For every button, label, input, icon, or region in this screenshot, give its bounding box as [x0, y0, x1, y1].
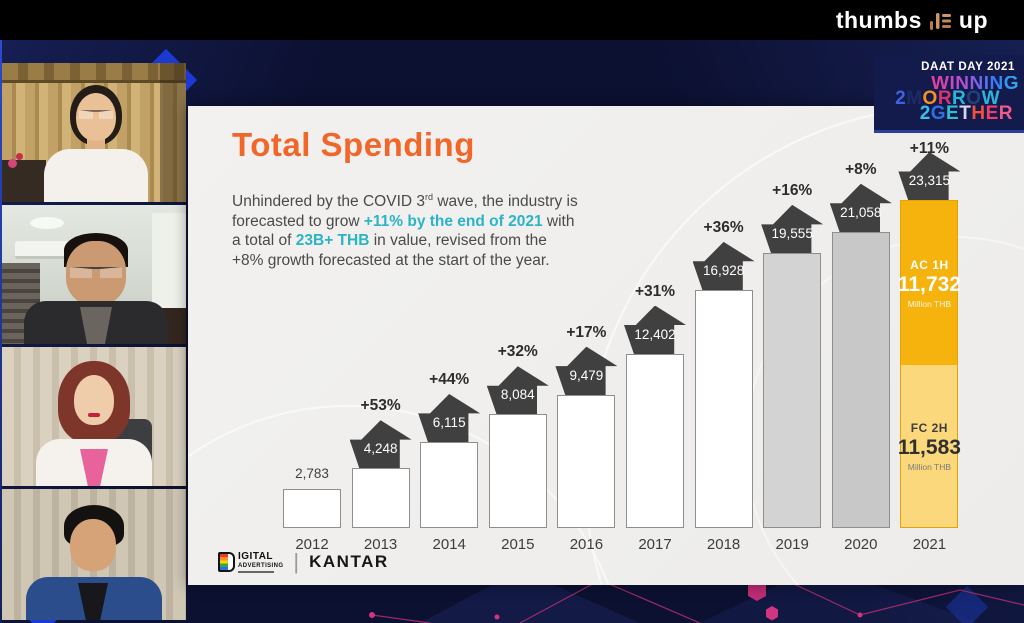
x-axis-year-label: 2016	[569, 536, 604, 553]
bar-value-label: 6,115	[432, 414, 466, 430]
highlight-total: 23B+ THB	[295, 232, 370, 250]
badge-2morrow: 2MORROW	[874, 88, 1024, 109]
bar-segment-fc-2h: FC 2H 11,583 Million THB	[898, 365, 961, 527]
badge-letter: W	[981, 88, 1000, 109]
growth-percent-label: +31%	[634, 282, 676, 300]
bar-value-label: 16,928	[702, 262, 745, 278]
daat-logo-text: IGITAL	[238, 550, 274, 562]
participant-face	[70, 519, 116, 571]
participant-lips	[88, 413, 100, 417]
badge-letter: G	[930, 103, 947, 124]
badge-2gether: 2GETHER	[874, 103, 1024, 124]
footer-logos: IGITAL ADVERTISING | KANTAR	[218, 549, 389, 575]
bar-segment-ac-1h: AC 1H 11,732 Million THB	[898, 201, 961, 366]
chart-bar-2021: AC 1H 11,732 Million THB FC 2H 11,583 Million…	[898, 200, 961, 528]
growth-percent-label: +11%	[909, 140, 949, 157]
growth-percent-label: +8%	[845, 160, 877, 178]
chart-bar-2014	[420, 441, 479, 528]
bar-value-label: 4,248	[363, 441, 398, 457]
bright-wall	[152, 213, 186, 308]
slide-description: Unhindered by the COVID 3rd wave, the in…	[232, 192, 578, 269]
badge-letter: R	[998, 103, 1013, 124]
curtain-valance	[2, 63, 186, 83]
x-axis-year-label: 2017	[638, 536, 672, 553]
chart-bar-2016	[557, 394, 616, 528]
left-edge-accent	[0, 40, 2, 623]
bar-value-label: 19,555	[771, 225, 813, 241]
daat-logo-icon	[218, 552, 235, 572]
badge-letter: E	[946, 103, 960, 124]
bar-value-label: 2,783	[295, 465, 329, 481]
bar-value-label: 23,315	[908, 173, 951, 188]
x-axis-year-label: 2012	[295, 536, 329, 553]
x-axis-year-label: 2019	[775, 536, 809, 553]
badge-letter: R	[937, 88, 953, 109]
participant-face	[66, 241, 126, 305]
flower-decoration	[16, 153, 23, 160]
kantar-logo: KANTAR	[309, 552, 389, 571]
bar-value-label: 8,084	[500, 387, 535, 403]
badge-letter: H	[971, 103, 986, 124]
participant-face	[76, 93, 116, 141]
video-feed-participant-2[interactable]	[2, 205, 186, 344]
growth-percent-label: +44%	[429, 370, 470, 388]
x-axis-year-label: 2021	[912, 536, 947, 553]
x-axis-year-label: 2013	[363, 536, 398, 553]
badge-winning: WINNING	[874, 74, 1024, 93]
badge-letter: M	[906, 88, 923, 109]
bar-chart: 2,783 2012 +53% 4,248 2013 +44% 6,115 2014 +32% 8…	[188, 106, 1024, 585]
x-axis-year-label: 2018	[706, 536, 741, 553]
daat-logo-tagline	[238, 570, 274, 573]
bar-value-label: 12,402	[634, 326, 676, 342]
daat-day-badge: DAAT DAY 2021 WINNING 2MORROW 2GETHER	[874, 55, 1024, 133]
x-axis-year-label: 2014	[432, 536, 466, 553]
chart-bar-2015	[488, 414, 547, 528]
flower-decoration	[8, 159, 17, 168]
participant-glasses	[79, 110, 113, 119]
growth-percent-label: +17%	[566, 323, 607, 341]
growth-percent-label: +16%	[772, 181, 813, 199]
participant-face	[74, 375, 114, 425]
video-feed-column	[2, 63, 186, 623]
chart-bar-2012	[283, 488, 341, 528]
video-feed-participant-3[interactable]	[2, 347, 186, 486]
highlight-growth: +11% by the end of 2021	[363, 212, 543, 230]
participant-glasses	[70, 267, 122, 278]
badge-letter: E	[985, 103, 999, 124]
badge-letter: O	[966, 88, 982, 109]
chart-bar-2018	[694, 289, 753, 528]
growth-percent-label: +53%	[360, 397, 401, 415]
bar-value-label: 21,058	[840, 204, 882, 220]
logo-divider: |	[293, 549, 300, 574]
badge-letter: R	[952, 88, 967, 109]
top-bar: thumbs up	[0, 0, 1024, 40]
growth-percent-label: +32%	[497, 343, 538, 361]
participant-shirt	[44, 149, 148, 202]
badge-letter: O	[922, 88, 938, 109]
x-axis-year-label: 2015	[501, 536, 535, 553]
brand-text-up: up	[958, 7, 988, 33]
chart-bar-2019	[763, 252, 822, 528]
thumbs-up-icon	[929, 12, 951, 30]
chart-bar-2013	[351, 468, 410, 528]
presentation-slide: Total Spending Unhindered by the COVID 3…	[188, 106, 1024, 585]
slide-title: Total Spending	[232, 126, 475, 163]
ceiling-light	[30, 217, 64, 229]
badge-letter: T	[959, 103, 972, 124]
x-axis-year-label: 2020	[844, 536, 878, 553]
badge-letter: 2	[895, 88, 907, 109]
thumbs-up-logo: thumbs up	[836, 7, 988, 34]
badge-letter: 2	[919, 103, 931, 124]
chart-bar-2017	[626, 353, 684, 528]
bar-value-label: 9,479	[569, 367, 604, 383]
video-feed-participant-1[interactable]	[2, 63, 186, 202]
daat-logo-subtext: ADVERTISING	[238, 562, 284, 569]
chart-bar-2020	[831, 231, 890, 528]
badge-daat-day-2021: DAAT DAY 2021	[921, 61, 1015, 73]
growth-percent-label: +36%	[703, 218, 744, 236]
video-feed-participant-4[interactable]	[2, 489, 186, 620]
brand-text-thumbs: thumbs	[835, 7, 922, 33]
window-shadow	[160, 63, 186, 202]
daat-logo: IGITAL ADVERTISING	[218, 550, 284, 573]
